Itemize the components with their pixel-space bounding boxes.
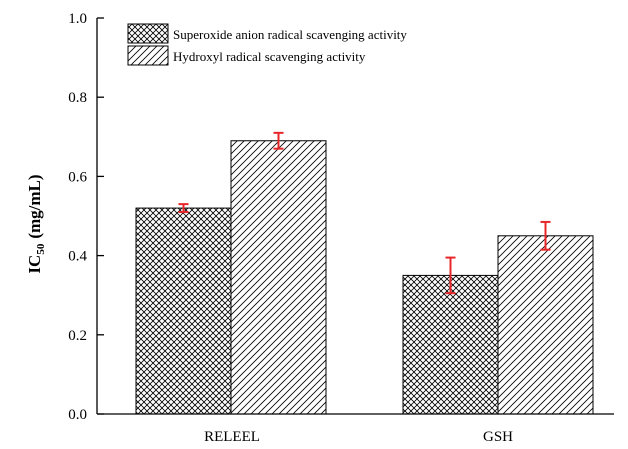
error-bar bbox=[445, 256, 456, 295]
legend-swatch-superoxide bbox=[127, 23, 169, 44]
legend-label-superoxide: Superoxide anion radical scavenging acti… bbox=[173, 27, 407, 42]
x-category-labels: RELEEL GSH bbox=[204, 429, 513, 445]
y-tick-label: 0.2 bbox=[68, 328, 87, 344]
error-bars-layer bbox=[178, 131, 551, 295]
y-axis-title-unit: (mg/mL) bbox=[25, 174, 44, 238]
bar-superoxide-gsh bbox=[402, 274, 499, 415]
y-axis-title: IC50 (mg/mL) bbox=[25, 174, 47, 273]
error-bar bbox=[273, 131, 284, 150]
y-tick-label: 0.6 bbox=[68, 169, 87, 185]
y-ticks: 0.0 0.2 0.4 0.6 0.8 1.0 bbox=[68, 11, 104, 423]
y-tick-label: 0.4 bbox=[68, 249, 87, 265]
bar-hydroxyl-gsh bbox=[497, 235, 594, 415]
x-tick-label-gsh: GSH bbox=[483, 429, 513, 445]
y-tick-label: 0.8 bbox=[68, 90, 87, 106]
y-tick-label: 1.0 bbox=[68, 11, 87, 27]
legend: Superoxide anion radical scavenging acti… bbox=[127, 23, 407, 66]
x-tick-label-releel: RELEEL bbox=[204, 429, 260, 445]
y-axis-title-main: IC bbox=[25, 255, 44, 274]
svg-text:IC50(mg/mL): IC50 (mg/mL) bbox=[25, 174, 47, 273]
bar-superoxide-releel bbox=[135, 207, 232, 415]
bars-layer bbox=[135, 140, 594, 415]
error-bar bbox=[540, 220, 551, 251]
error-bar bbox=[178, 203, 189, 214]
legend-swatch-hydroxyl bbox=[127, 45, 169, 66]
y-axis-title-subscript: 50 bbox=[35, 243, 47, 255]
plot-frame bbox=[96, 18, 614, 415]
legend-label-hydroxyl: Hydroxyl radical scavenging activity bbox=[173, 49, 366, 64]
bar-hydroxyl-releel bbox=[230, 140, 327, 415]
y-tick-label: 0.0 bbox=[68, 407, 87, 423]
